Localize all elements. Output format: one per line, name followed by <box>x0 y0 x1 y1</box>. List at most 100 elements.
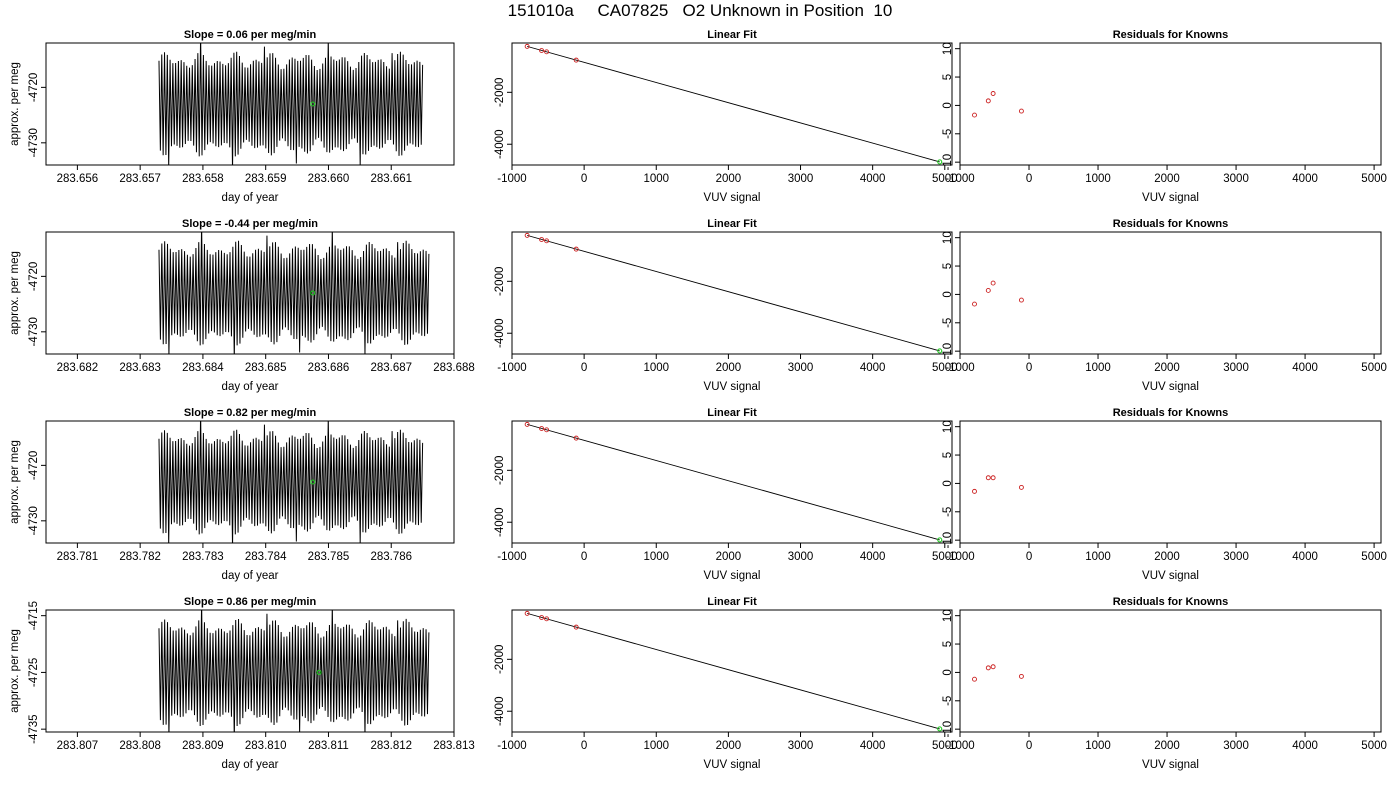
y-tick-label: -4730 <box>28 506 40 535</box>
x-tick-label: 1000 <box>1085 551 1111 563</box>
known-point <box>1018 484 1024 490</box>
y-tick-label: 0 <box>942 669 954 675</box>
x-axis-label: day of year <box>222 192 279 204</box>
panel-title: Residuals for Knowns <box>1113 596 1229 608</box>
plot-frame <box>45 420 455 544</box>
x-tick-label: 5000 <box>932 551 958 563</box>
y-tick-label: 5 <box>942 74 954 80</box>
x-tick-label: 0 <box>581 740 587 752</box>
y-tick-label: -4000 <box>494 130 506 159</box>
panel-title: Slope = 0.06 per meg/min <box>184 29 317 41</box>
fit-line <box>527 45 940 163</box>
x-tick-label: 283.688 <box>433 362 475 374</box>
signal-trace <box>158 232 430 354</box>
x-axis-label: VUV signal <box>704 192 761 204</box>
known-point <box>524 421 530 427</box>
y-axis-label: approx. per meg <box>9 251 21 335</box>
panel-title: Slope = -0.44 per meg/min <box>182 218 318 230</box>
panel-title: Residuals for Knowns <box>1113 29 1229 41</box>
x-axis-label: VUV signal <box>704 381 761 393</box>
y-tick-label: -10 <box>942 343 954 360</box>
panel-title: Linear Fit <box>707 407 757 419</box>
x-tick-label: 283.807 <box>57 740 99 752</box>
signal-trace <box>158 421 424 543</box>
y-tick-label: -5 <box>942 129 954 139</box>
x-tick-label: 4000 <box>1292 173 1318 185</box>
fit-line <box>527 612 940 730</box>
x-tick-label: 283.783 <box>182 551 224 563</box>
x-tick-label: -1000 <box>497 173 526 185</box>
known-point <box>990 280 996 286</box>
x-tick-label: -1000 <box>945 362 974 374</box>
x-tick-label: 3000 <box>788 173 814 185</box>
x-tick-label: 4000 <box>860 551 886 563</box>
x-tick-label: 2000 <box>716 362 742 374</box>
x-tick-label: -1000 <box>945 551 974 563</box>
x-tick-label: 283.658 <box>182 173 224 185</box>
x-tick-label: -1000 <box>945 173 974 185</box>
y-tick-label: 0 <box>942 102 954 108</box>
x-tick-label: 0 <box>1026 362 1032 374</box>
known-point <box>544 616 550 622</box>
known-point <box>985 287 991 293</box>
plot-frame <box>511 420 953 544</box>
panel-r2-c1: Linear Fit -1000 0 1000 2000 3000 4000 5000 -400… <box>494 407 958 582</box>
x-tick-label: 1000 <box>643 551 669 563</box>
panel-title: Linear Fit <box>707 29 757 41</box>
data-layer <box>158 610 430 732</box>
x-tick-label: 283.682 <box>57 362 99 374</box>
x-tick-label: 4000 <box>1292 551 1318 563</box>
y-tick-label: -10 <box>942 721 954 738</box>
x-tick-label: 0 <box>581 551 587 563</box>
y-axis-label: approx. per meg <box>9 629 21 713</box>
y-tick-label: -4715 <box>28 601 40 630</box>
known-point <box>524 610 530 616</box>
plot-frame <box>959 42 1382 166</box>
known-point <box>990 664 996 670</box>
known-point <box>539 48 545 53</box>
x-tick-label: 3000 <box>788 362 814 374</box>
unknown-point <box>310 479 316 485</box>
known-point <box>1018 297 1024 303</box>
x-tick-label: 283.656 <box>57 173 99 185</box>
y-tick-label: 0 <box>942 480 954 486</box>
y-tick-label: 10 <box>942 420 954 433</box>
fit-line <box>527 234 940 352</box>
plot-frame <box>511 231 953 355</box>
x-tick-label: 283.659 <box>245 173 287 185</box>
x-tick-label: 2000 <box>716 740 742 752</box>
data-layer <box>524 610 943 732</box>
data-layer <box>524 232 943 354</box>
y-tick-label: -4720 <box>28 451 40 480</box>
plot-frame <box>959 231 1382 355</box>
known-point <box>1018 108 1024 114</box>
panel-r1-c1: Linear Fit -1000 0 1000 2000 3000 4000 5000 -400… <box>494 218 958 393</box>
y-tick-label: -2000 <box>494 78 506 107</box>
plot-frame <box>511 42 953 166</box>
x-tick-label: 283.686 <box>308 362 350 374</box>
known-point <box>972 112 977 118</box>
x-tick-label: 283.683 <box>119 362 161 374</box>
x-axis-label: day of year <box>222 759 279 771</box>
x-axis-label: VUV signal <box>704 570 761 582</box>
x-tick-label: 0 <box>1026 551 1032 563</box>
data-layer <box>158 232 430 354</box>
x-tick-label: 4000 <box>860 173 886 185</box>
data-layer <box>972 664 1024 682</box>
unknown-point <box>310 101 316 107</box>
known-point <box>985 665 991 671</box>
known-point <box>573 57 579 63</box>
x-tick-label: -1000 <box>945 740 974 752</box>
panel-r1-c0: Slope = -0.44 per meg/min 283.682 283.683 2… <box>9 218 475 393</box>
plot-frame <box>45 609 455 733</box>
y-tick-label: -5 <box>942 696 954 706</box>
panel-title: Linear Fit <box>707 218 757 230</box>
y-tick-label: -10 <box>942 532 954 549</box>
y-axis-label: approx. per meg <box>9 62 21 146</box>
x-tick-label: 3000 <box>1223 362 1249 374</box>
y-tick-label: -4720 <box>28 262 40 291</box>
known-point <box>524 232 530 238</box>
x-tick-label: 0 <box>581 173 587 185</box>
x-tick-label: 3000 <box>1223 173 1249 185</box>
